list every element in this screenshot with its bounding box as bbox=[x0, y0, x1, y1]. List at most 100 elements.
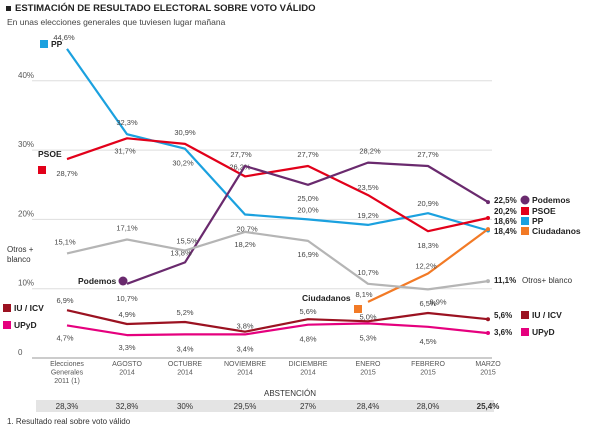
end-series-name: PP bbox=[532, 216, 544, 226]
x-tick-label: 2014 bbox=[119, 370, 135, 377]
series-start-label: IU / ICV bbox=[14, 303, 44, 313]
end-series-name: IU / ICV bbox=[532, 310, 562, 320]
data-label: 27,7% bbox=[417, 150, 439, 159]
data-label: 3,8% bbox=[236, 322, 253, 331]
end-series-name: Ciudadanos bbox=[532, 226, 581, 236]
series-start-label: Podemos bbox=[78, 276, 117, 286]
data-label: 30,2% bbox=[172, 159, 194, 168]
data-label: 5,0% bbox=[359, 312, 376, 321]
data-label: 30,9% bbox=[174, 128, 196, 137]
end-series-name: Podemos bbox=[532, 195, 571, 205]
series-color-swatch bbox=[3, 304, 11, 312]
x-tick-label: Generales bbox=[51, 370, 84, 377]
series-color-swatch bbox=[118, 276, 128, 286]
series-start-label: blanco bbox=[7, 255, 31, 264]
series-line bbox=[367, 228, 489, 303]
x-tick-label: Elecciones bbox=[50, 361, 84, 368]
data-label: 20,7% bbox=[236, 225, 258, 234]
end-series-name: PSOE bbox=[532, 206, 556, 216]
series-end-point bbox=[486, 216, 490, 221]
abstention-value: 25,4% bbox=[477, 402, 500, 411]
abstention-value: 32,8% bbox=[116, 402, 139, 411]
end-series-name: UPyD bbox=[532, 327, 555, 337]
x-tick-label: 2014 bbox=[237, 370, 253, 377]
data-label: 5,6% bbox=[299, 307, 316, 316]
x-tick-label: ENERO bbox=[356, 361, 381, 368]
data-label: 17,1% bbox=[116, 223, 138, 232]
x-tick-label: 2015 bbox=[360, 370, 376, 377]
data-label: 3,4% bbox=[236, 344, 253, 353]
abstention-value: 28,0% bbox=[417, 402, 440, 411]
series-line bbox=[126, 161, 489, 285]
series-end-point bbox=[486, 331, 490, 336]
series-end-point bbox=[486, 317, 490, 322]
data-label: 5,3% bbox=[359, 333, 376, 342]
series-color-swatch bbox=[354, 305, 362, 313]
end-value-label: 11,1% bbox=[494, 276, 516, 285]
end-color-swatch bbox=[521, 217, 529, 225]
chart-title: ESTIMACIÓN DE RESULTADO ELECTORAL SOBRE … bbox=[6, 3, 316, 14]
data-label: 18,3% bbox=[417, 241, 439, 250]
data-label: 26,2% bbox=[229, 162, 251, 171]
chart-subtitle: En unas elecciones generales que tuviese… bbox=[7, 17, 226, 27]
series-end-point bbox=[486, 227, 490, 232]
data-label: 4,9% bbox=[118, 310, 135, 319]
x-tick-label: 2011 (1) bbox=[54, 378, 80, 385]
data-label: 6,5% bbox=[419, 299, 436, 308]
footnote: 1. Resultado real sobre voto válido bbox=[7, 417, 131, 426]
x-tick-label: OCTUBRE bbox=[168, 361, 203, 368]
end-color-swatch bbox=[521, 311, 529, 319]
series-line bbox=[66, 322, 489, 337]
x-tick-label: 2014 bbox=[177, 370, 193, 377]
chart-title-text: ESTIMACIÓN DE RESULTADO ELECTORAL SOBRE … bbox=[15, 3, 316, 14]
data-label: 12,2% bbox=[415, 261, 437, 270]
abstention-value: 30% bbox=[177, 402, 193, 411]
x-tick-label: 2015 bbox=[480, 370, 496, 377]
end-value-label: 3,6% bbox=[494, 328, 512, 337]
end-value-label: 18,4% bbox=[494, 227, 517, 236]
data-label: 5,2% bbox=[176, 308, 193, 317]
abstention-value: 29,5% bbox=[234, 402, 257, 411]
abstention-value: 28,3% bbox=[56, 402, 79, 411]
series-end-point bbox=[486, 279, 490, 284]
data-label: 32,3% bbox=[116, 118, 138, 127]
data-label: 15,5% bbox=[176, 237, 198, 246]
data-label: 4,8% bbox=[299, 335, 316, 344]
data-label: 8,1% bbox=[355, 290, 372, 299]
end-color-swatch bbox=[520, 195, 530, 205]
y-tick-label: 20% bbox=[18, 209, 34, 218]
x-tick-label: 2015 bbox=[420, 370, 436, 377]
end-value-label: 20,2% bbox=[494, 207, 517, 216]
series-color-swatch bbox=[38, 166, 46, 174]
series-end-point bbox=[486, 200, 490, 205]
data-label: 9,9% bbox=[429, 297, 446, 306]
x-tick-label: FEBRERO bbox=[411, 361, 445, 368]
series-color-swatch bbox=[40, 40, 48, 48]
abstention-row-bg bbox=[36, 400, 494, 412]
data-label: 4,5% bbox=[419, 337, 436, 346]
x-tick-label: NOVIEMBRE bbox=[224, 361, 266, 368]
series-start-label: Otros + bbox=[7, 245, 34, 254]
end-color-swatch bbox=[521, 328, 529, 336]
data-label: 3,3% bbox=[118, 343, 135, 352]
series-line bbox=[66, 230, 489, 291]
y-tick-label: 0 bbox=[18, 348, 23, 357]
x-tick-label: DICIEMBRE bbox=[289, 361, 328, 368]
series-start-label: PP bbox=[51, 39, 63, 49]
data-label: 27,7% bbox=[230, 150, 252, 159]
data-label: 15,1% bbox=[54, 237, 76, 246]
x-tick-label: 2014 bbox=[300, 370, 316, 377]
x-tick-label: AGOSTO bbox=[112, 361, 142, 368]
end-value-label: 5,6% bbox=[494, 311, 512, 320]
end-series-name: Otros+ blanco bbox=[522, 276, 573, 285]
data-label: 20,9% bbox=[417, 199, 439, 208]
y-tick-label: 30% bbox=[18, 140, 34, 149]
abstention-value: 27% bbox=[300, 402, 316, 411]
end-value-label: 22,5% bbox=[494, 196, 517, 205]
data-label: 25,0% bbox=[297, 194, 319, 203]
end-color-swatch bbox=[521, 207, 529, 215]
data-label: 10,7% bbox=[357, 268, 379, 277]
series-start-label: UPyD bbox=[14, 320, 37, 330]
abstention-value: 28,4% bbox=[357, 402, 380, 411]
